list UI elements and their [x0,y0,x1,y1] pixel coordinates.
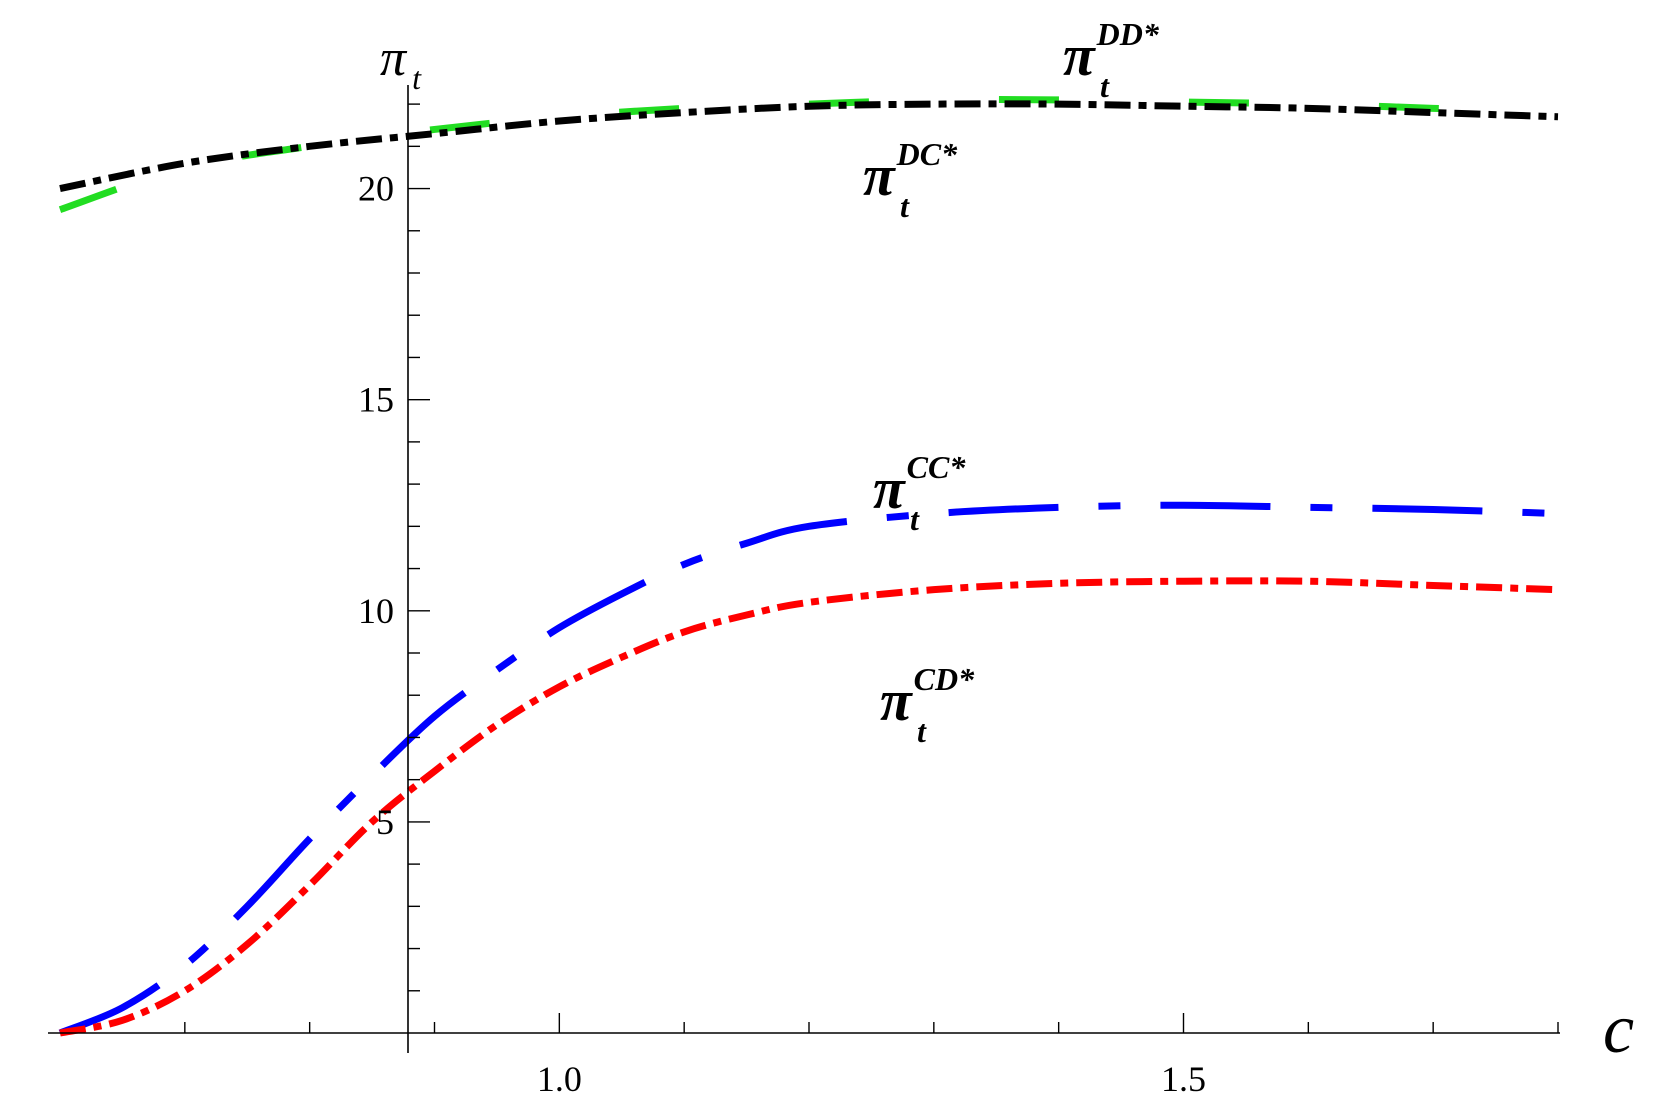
label-cd-base: π [880,668,913,733]
x-tick-label: 1.5 [1161,1059,1206,1099]
label-cc: πCC* t [873,449,966,537]
y-tick-label: 20 [358,169,394,209]
label-cc-base: π [873,456,906,521]
label-dc-sub: t [900,188,910,224]
y-axis-title-base: π [380,30,408,87]
label-dc-base: π [863,143,896,208]
label-cc-sub: t [910,501,920,537]
label-cd-sub: t [917,713,927,749]
x-tick-label: 1.0 [537,1059,582,1099]
y-tick-label: 15 [358,380,394,420]
y-axis-title-sub: t [412,60,422,96]
label-cd: πCD* t [880,661,975,749]
label-dd: πDD* t [1063,16,1160,104]
series-line-dc [59,100,1559,192]
y-tick-label: 5 [376,802,394,842]
axis-ticks [184,103,1559,1033]
axes [48,85,1560,1053]
label-dd-base: π [1063,23,1096,88]
label-cd-sup: CD* [914,661,975,697]
label-dd-sub: t [1100,68,1110,104]
series-line-cc [58,501,1559,1037]
label-dd-sup: DD* [1096,16,1160,52]
y-tick-label: 10 [358,591,394,631]
series-line-cd [59,577,1559,1037]
x-axis-title: c [1603,991,1634,1068]
tick-labels: 1.0 1.5 5 10 15 20 [358,169,1206,1099]
label-dc: πDC* t [863,136,958,224]
label-cc-sup: CC* [907,449,967,485]
label-dc-sup: DC* [896,136,958,172]
series-line-dd [58,95,1559,213]
curves-layer [58,95,1559,1037]
